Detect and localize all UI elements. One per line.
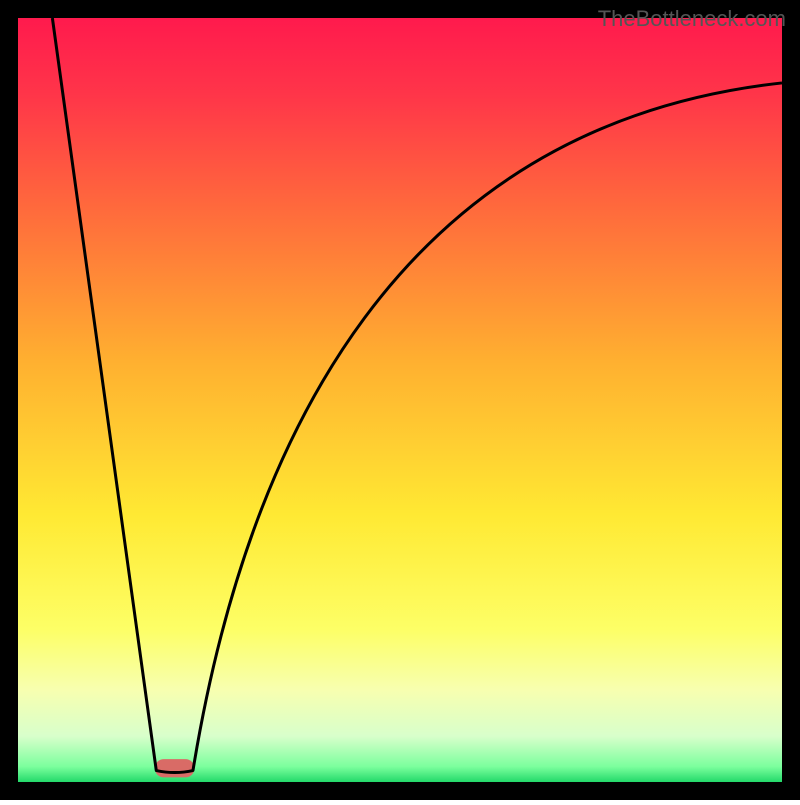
chart-container: TheBottleneck.com [0,0,800,800]
optimal-marker [155,759,195,777]
watermark-text: TheBottleneck.com [598,6,786,32]
bottleneck-chart [0,0,800,800]
chart-background [18,18,782,782]
